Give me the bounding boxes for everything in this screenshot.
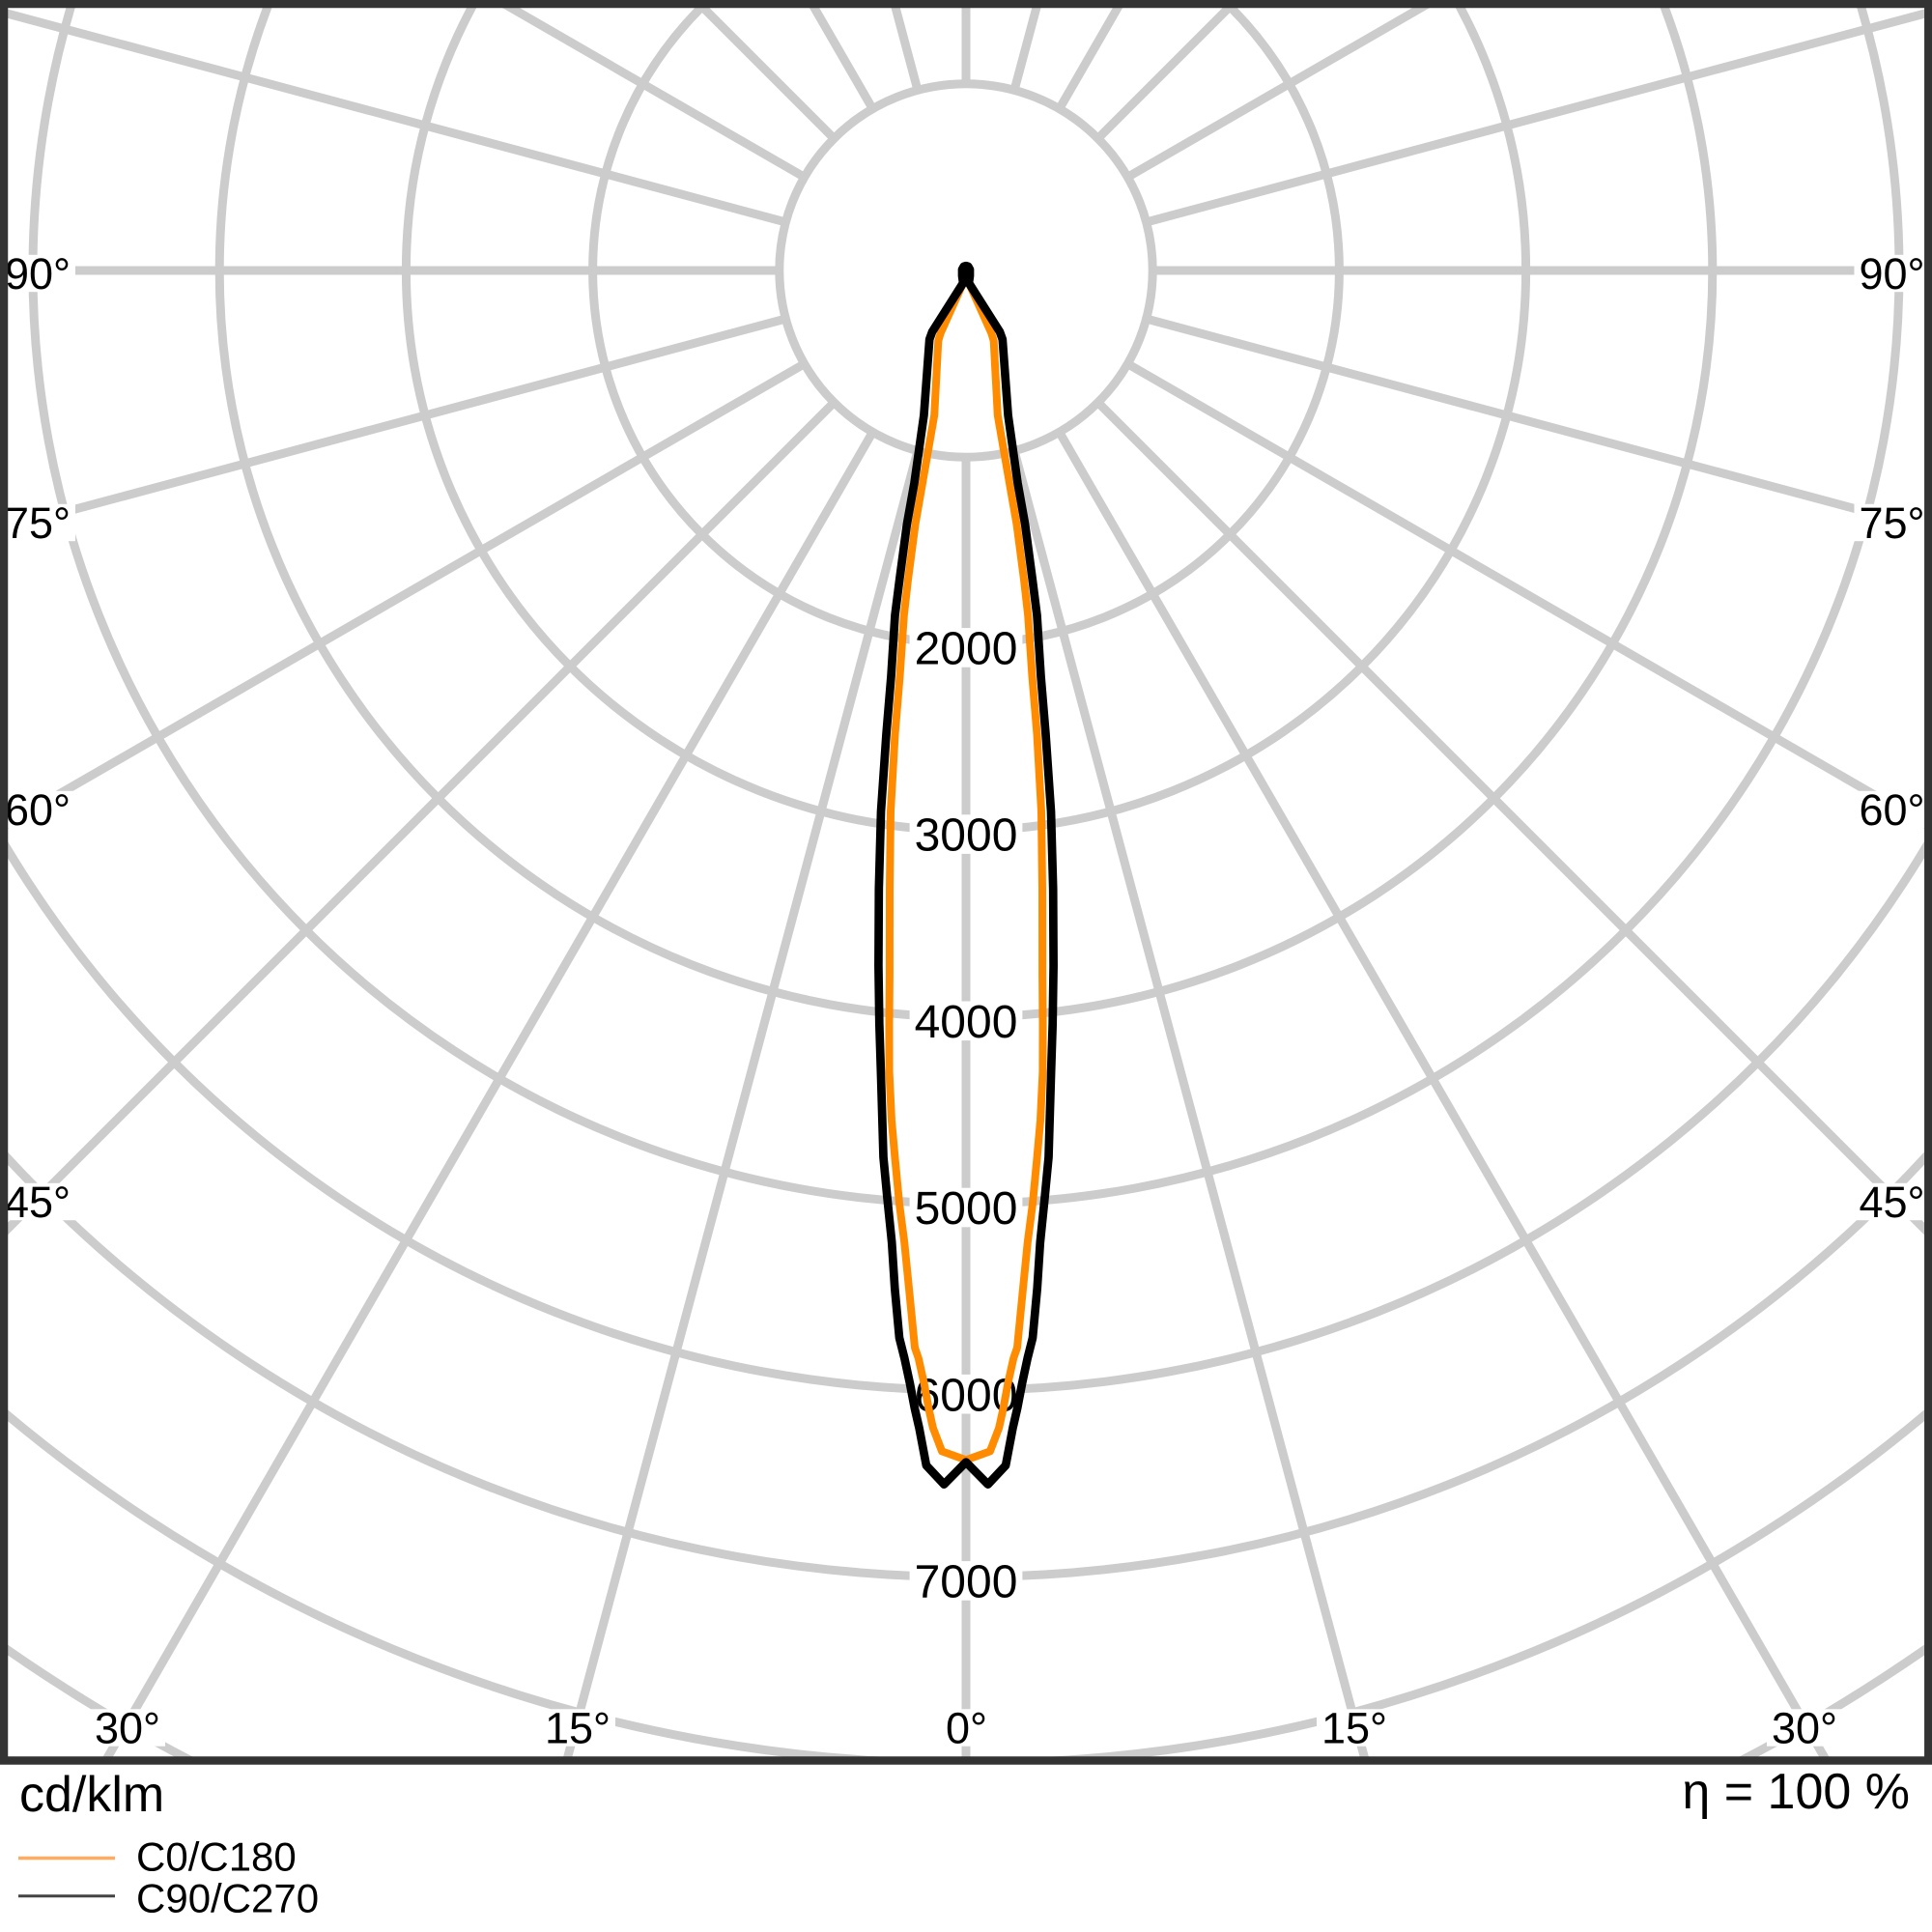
svg-text:15°: 15° [545,1704,611,1753]
svg-text:30°: 30° [95,1704,160,1753]
svg-text:75°: 75° [5,498,71,548]
svg-text:60°: 60° [5,785,71,835]
svg-text:4000: 4000 [915,997,1018,1048]
svg-text:5000: 5000 [915,1183,1018,1235]
svg-text:15°: 15° [1321,1704,1387,1753]
svg-text:75°: 75° [1859,498,1924,548]
svg-text:cd/klm: cd/klm [19,1767,164,1823]
svg-text:90°: 90° [5,249,71,298]
svg-text:45°: 45° [5,1178,71,1227]
svg-text:7000: 7000 [915,1557,1018,1608]
svg-text:60°: 60° [1859,785,1924,835]
svg-text:C90/C270: C90/C270 [136,1875,319,1920]
svg-text:2000: 2000 [915,624,1018,675]
svg-text:C0/C180: C0/C180 [136,1834,297,1880]
svg-text:45°: 45° [1859,1178,1924,1227]
svg-text:30°: 30° [1772,1704,1837,1753]
svg-text:0°: 0° [946,1704,987,1753]
svg-text:90°: 90° [1859,249,1924,298]
svg-text:3000: 3000 [915,810,1018,862]
svg-text:η = 100 %: η = 100 % [1682,1764,1910,1820]
